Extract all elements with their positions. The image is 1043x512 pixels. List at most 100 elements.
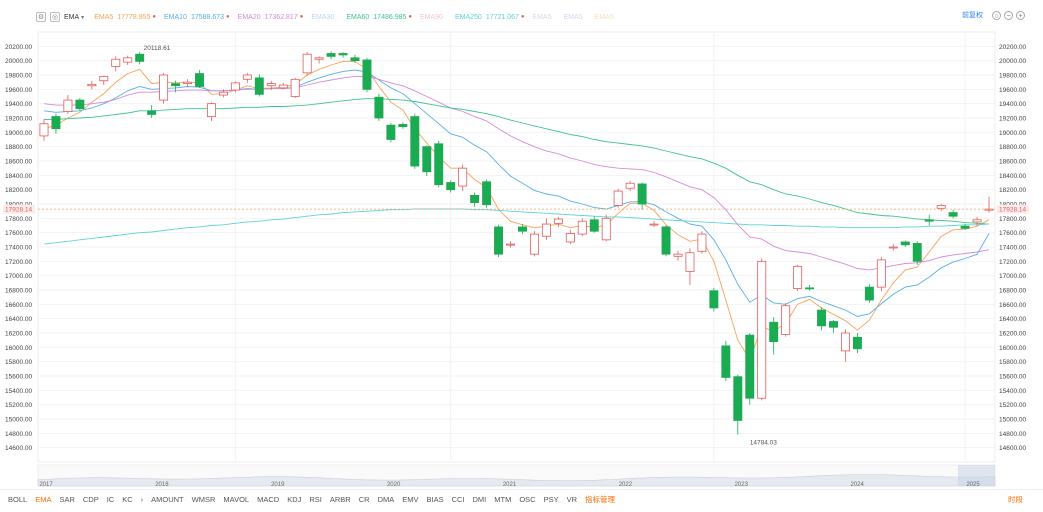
candle[interactable]	[206, 102, 216, 121]
candle[interactable]	[338, 52, 348, 58]
indicator-tab-9[interactable]: MAVOL	[223, 494, 250, 504]
zoom-out-icon[interactable]: −	[1004, 10, 1013, 20]
settings-circle-icon[interactable]: ○	[992, 10, 1001, 20]
candle[interactable]	[817, 307, 827, 331]
candle[interactable]	[781, 302, 791, 337]
candle[interactable]	[900, 240, 910, 247]
candle[interactable]	[135, 52, 145, 65]
candle[interactable]	[852, 333, 862, 354]
legend-item-ema250[interactable]: EMA250 17721.067 ●	[455, 14, 525, 21]
candle[interactable]	[99, 75, 109, 86]
candle[interactable]	[266, 80, 276, 91]
candle[interactable]	[171, 80, 181, 93]
indicator-tab-20[interactable]: MTM	[494, 494, 512, 504]
legend-item-ema60[interactable]: EMA60 17486.985 ●	[346, 14, 412, 21]
indicator-tab-5[interactable]: KC	[122, 494, 133, 504]
candle[interactable]	[864, 284, 874, 303]
more-chevron-icon[interactable]: ›	[140, 494, 144, 504]
candle[interactable]	[386, 123, 396, 143]
settings-icon[interactable]: ⚙	[36, 12, 46, 22]
indicator-tab-13[interactable]: ARBR	[329, 494, 351, 504]
candle[interactable]	[374, 93, 384, 121]
candle[interactable]	[350, 54, 360, 63]
indicator-tab-18[interactable]: CCI	[451, 494, 465, 504]
indicator-tab-12[interactable]: RSI	[309, 494, 322, 504]
candle[interactable]	[422, 145, 432, 177]
candle[interactable]	[314, 56, 324, 64]
candle[interactable]	[39, 119, 49, 141]
indicator-tab-14[interactable]: CR	[358, 494, 370, 504]
candle[interactable]	[63, 95, 73, 114]
candle[interactable]	[195, 69, 204, 88]
candle[interactable]	[230, 81, 240, 93]
legend-item-ema5[interactable]: EMA5 17778.955 ●	[94, 14, 156, 21]
candle[interactable]	[529, 231, 539, 257]
candle[interactable]	[733, 374, 743, 435]
candle[interactable]	[888, 244, 898, 251]
candle[interactable]	[757, 258, 767, 401]
indicator-tab-19[interactable]: DMI	[472, 494, 487, 504]
indicator-tab-21[interactable]: OSC	[519, 494, 536, 504]
candle[interactable]	[876, 257, 886, 292]
candle[interactable]	[242, 72, 252, 83]
candle[interactable]	[577, 218, 587, 237]
candle[interactable]	[769, 317, 779, 355]
indicator-tab-3[interactable]: CDP	[82, 494, 99, 504]
candle[interactable]	[948, 209, 958, 219]
candle[interactable]	[912, 241, 922, 265]
candle[interactable]	[518, 224, 527, 235]
candle[interactable]	[637, 182, 647, 210]
candle[interactable]	[434, 140, 444, 188]
candle[interactable]	[506, 241, 515, 248]
candle[interactable]	[470, 192, 480, 207]
candle[interactable]	[841, 329, 850, 362]
candle[interactable]	[661, 225, 671, 257]
candle[interactable]	[805, 284, 815, 291]
candle[interactable]	[75, 97, 85, 111]
candle[interactable]	[541, 218, 551, 240]
navigator-window[interactable]	[958, 465, 995, 486]
candle[interactable]	[326, 51, 336, 60]
indicator-name[interactable]: EMA ▾	[64, 13, 85, 21]
indicator-tab-15[interactable]: DMA	[377, 494, 395, 504]
candle[interactable]	[589, 216, 599, 233]
period-button[interactable]: 时段	[1008, 494, 1023, 504]
candle[interactable]	[685, 248, 695, 285]
candle[interactable]	[362, 57, 372, 93]
candle[interactable]	[829, 320, 838, 333]
zoom-in-icon[interactable]: +	[1016, 10, 1025, 20]
candle[interactable]	[410, 113, 420, 169]
indicator-tab-23[interactable]: VR	[566, 494, 578, 504]
indicator-tab-11[interactable]: KDJ	[287, 494, 302, 504]
candle[interactable]	[183, 79, 192, 88]
indicator-tab-24[interactable]: 指标管理	[585, 494, 616, 504]
candle[interactable]	[482, 179, 492, 208]
legend-item-ema20[interactable]: EMA20 17362.817 ●	[238, 14, 304, 21]
indicator-tab-22[interactable]: PSY	[543, 494, 559, 504]
candle[interactable]	[398, 122, 408, 129]
legend-item-ema90[interactable]: EMA90	[420, 14, 447, 21]
candle[interactable]	[984, 196, 994, 213]
candle[interactable]	[51, 113, 61, 134]
candle[interactable]	[458, 164, 468, 192]
candle[interactable]	[697, 231, 707, 254]
candle[interactable]	[924, 214, 934, 226]
candle[interactable]	[601, 214, 611, 242]
legend-item-ema5[interactable]: EMA5	[533, 14, 556, 21]
candle[interactable]	[302, 52, 312, 76]
candle[interactable]	[625, 181, 635, 192]
legend-item-ema30[interactable]: EMA30	[311, 14, 338, 21]
candle[interactable]	[553, 216, 563, 227]
hide-icon[interactable]: ◎	[50, 12, 60, 22]
candle[interactable]	[972, 216, 982, 226]
indicator-tab-0[interactable]: BOLL	[8, 494, 28, 504]
candle[interactable]	[147, 105, 157, 118]
candle[interactable]	[745, 333, 755, 405]
candle[interactable]	[111, 56, 121, 72]
indicator-tab-7[interactable]: AMOUNT	[151, 494, 184, 504]
candle[interactable]	[218, 89, 228, 98]
candle[interactable]	[159, 72, 169, 104]
candle[interactable]	[613, 188, 623, 208]
candle[interactable]	[494, 224, 504, 258]
